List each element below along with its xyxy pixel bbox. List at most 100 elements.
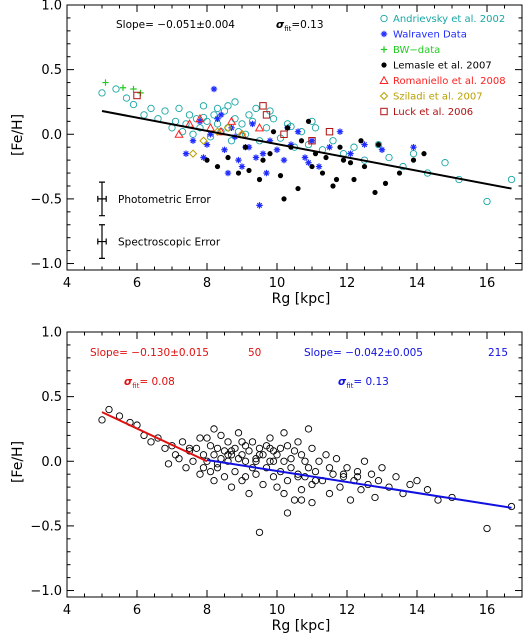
point-sziladi-et-al-2007 (223, 123, 233, 133)
top-x-tick-label: 14 (409, 276, 426, 291)
data-point (245, 489, 253, 498)
data-point (283, 477, 292, 485)
point-andrievsky-et-al-2002 (385, 153, 393, 162)
point-andrievsky-et-al-2002 (122, 94, 131, 102)
data-point (283, 509, 292, 517)
point-luck-et-al-2006 (308, 137, 316, 145)
top-x-tick-label: 10 (269, 276, 286, 291)
data-point (339, 473, 348, 481)
data-point (266, 444, 274, 452)
legend-label-sziladi-et-al-2007: Sziladi et al. 2007 (393, 92, 483, 103)
point-lemasle-et-al-2007 (361, 163, 368, 170)
point-walraven-data (245, 143, 253, 151)
data-point (161, 444, 169, 452)
data-point (357, 486, 365, 494)
point-walraven-data (410, 143, 417, 151)
data-point (273, 483, 281, 491)
point-lemasle-et-al-2007 (267, 151, 273, 157)
top-x-tick-label: 4 (63, 276, 71, 291)
data-point (483, 524, 491, 533)
point-andrievsky-et-al-2002 (262, 124, 271, 132)
data-point (346, 496, 355, 504)
outer-sigma-symbol: σ (338, 376, 347, 388)
data-point (406, 480, 414, 489)
data-point (220, 473, 229, 481)
data-point (290, 447, 299, 455)
point-bw-data (130, 85, 137, 93)
data-point (308, 444, 316, 452)
top-sigma-annotation: σfit=0.13 (276, 19, 324, 33)
point-lemasle-et-al-2007 (375, 142, 382, 148)
data-point (182, 464, 190, 472)
point-andrievsky-et-al-2002 (213, 104, 222, 113)
bottom-fit-line-2 (206, 458, 512, 509)
data-point (227, 447, 236, 455)
error-label-photometric-error: Photometric Error (118, 194, 211, 206)
bottom-x-tick-label: 16 (479, 603, 496, 618)
error-bar-photometric-error (97, 181, 107, 217)
point-lemasle-et-al-2007 (298, 138, 305, 144)
point-lemasle-et-al-2007 (410, 157, 417, 163)
point-andrievsky-et-al-2002 (189, 130, 197, 138)
data-point (297, 496, 306, 504)
data-point (311, 467, 320, 476)
point-walraven-data (224, 169, 232, 177)
top-x-tick-label: 16 (479, 276, 496, 291)
legend-marker-romaniello-et-al-2008 (379, 75, 389, 85)
data-point (332, 455, 341, 463)
data-point (154, 434, 162, 442)
top-x-tick-label: 8 (203, 276, 211, 291)
point-andrievsky-et-al-2002 (161, 107, 169, 115)
legend-marker-andrievsky-et-al-2002 (380, 14, 388, 23)
outer-sigma-annotation: σfit= 0.13 (338, 376, 389, 390)
point-lemasle-et-al-2007 (372, 189, 378, 196)
data-point (329, 470, 337, 478)
point-andrievsky-et-al-2002 (245, 111, 253, 119)
point-walraven-data (221, 146, 228, 153)
top-fit-lines (101, 110, 512, 190)
top-plot-frame (66, 4, 523, 271)
data-point (374, 477, 383, 485)
bottom-y-tick-label: −0.5 (30, 519, 62, 534)
point-andrievsky-et-al-2002 (409, 150, 418, 158)
point-andrievsky-et-al-2002 (269, 115, 278, 123)
point-andrievsky-et-al-2002 (227, 137, 236, 145)
data-point (287, 455, 295, 463)
bottom-plot-frame (66, 331, 523, 598)
data-point (255, 444, 264, 452)
point-andrievsky-et-al-2002 (231, 98, 239, 106)
data-point (304, 425, 313, 433)
point-lemasle-et-al-2007 (256, 176, 263, 183)
top-x-tick-label: 6 (133, 276, 141, 291)
data-point (171, 451, 180, 459)
point-walraven-data (280, 156, 288, 164)
point-romaniello-et-al-2008 (205, 122, 216, 132)
data-point (308, 480, 316, 489)
top-x-axis-label: Rg [kpc] (272, 291, 331, 307)
point-lemasle-et-al-2007 (295, 185, 301, 192)
legend-marker-luck-et-al-2006 (380, 107, 388, 116)
point-lemasle-et-al-2007 (347, 160, 354, 166)
data-point (252, 470, 260, 478)
point-lemasle-et-al-2007 (396, 170, 403, 176)
data-point (220, 447, 229, 455)
top-y-tick-label: 0.5 (41, 63, 62, 78)
data-point (147, 438, 155, 446)
legend-label-andrievsky-et-al-2002: Andrievsky et al. 2002 (393, 14, 505, 25)
data-point (224, 438, 232, 446)
data-point (164, 460, 173, 468)
data-point (203, 434, 211, 442)
top-sigma-symbol: σ (276, 19, 285, 31)
point-sziladi-et-al-2007 (188, 149, 198, 158)
data-point (255, 528, 264, 537)
point-andrievsky-et-al-2002 (329, 137, 337, 145)
data-point (423, 486, 432, 494)
data-point (210, 425, 218, 433)
point-walraven-data (301, 154, 309, 161)
inner-sigma-symbol: σ (124, 376, 133, 388)
bottom-x-axis-label: Rg [kpc] (272, 618, 331, 634)
data-point (353, 467, 362, 476)
point-walraven-data (249, 120, 256, 128)
point-romaniello-et-al-2008 (216, 126, 226, 136)
